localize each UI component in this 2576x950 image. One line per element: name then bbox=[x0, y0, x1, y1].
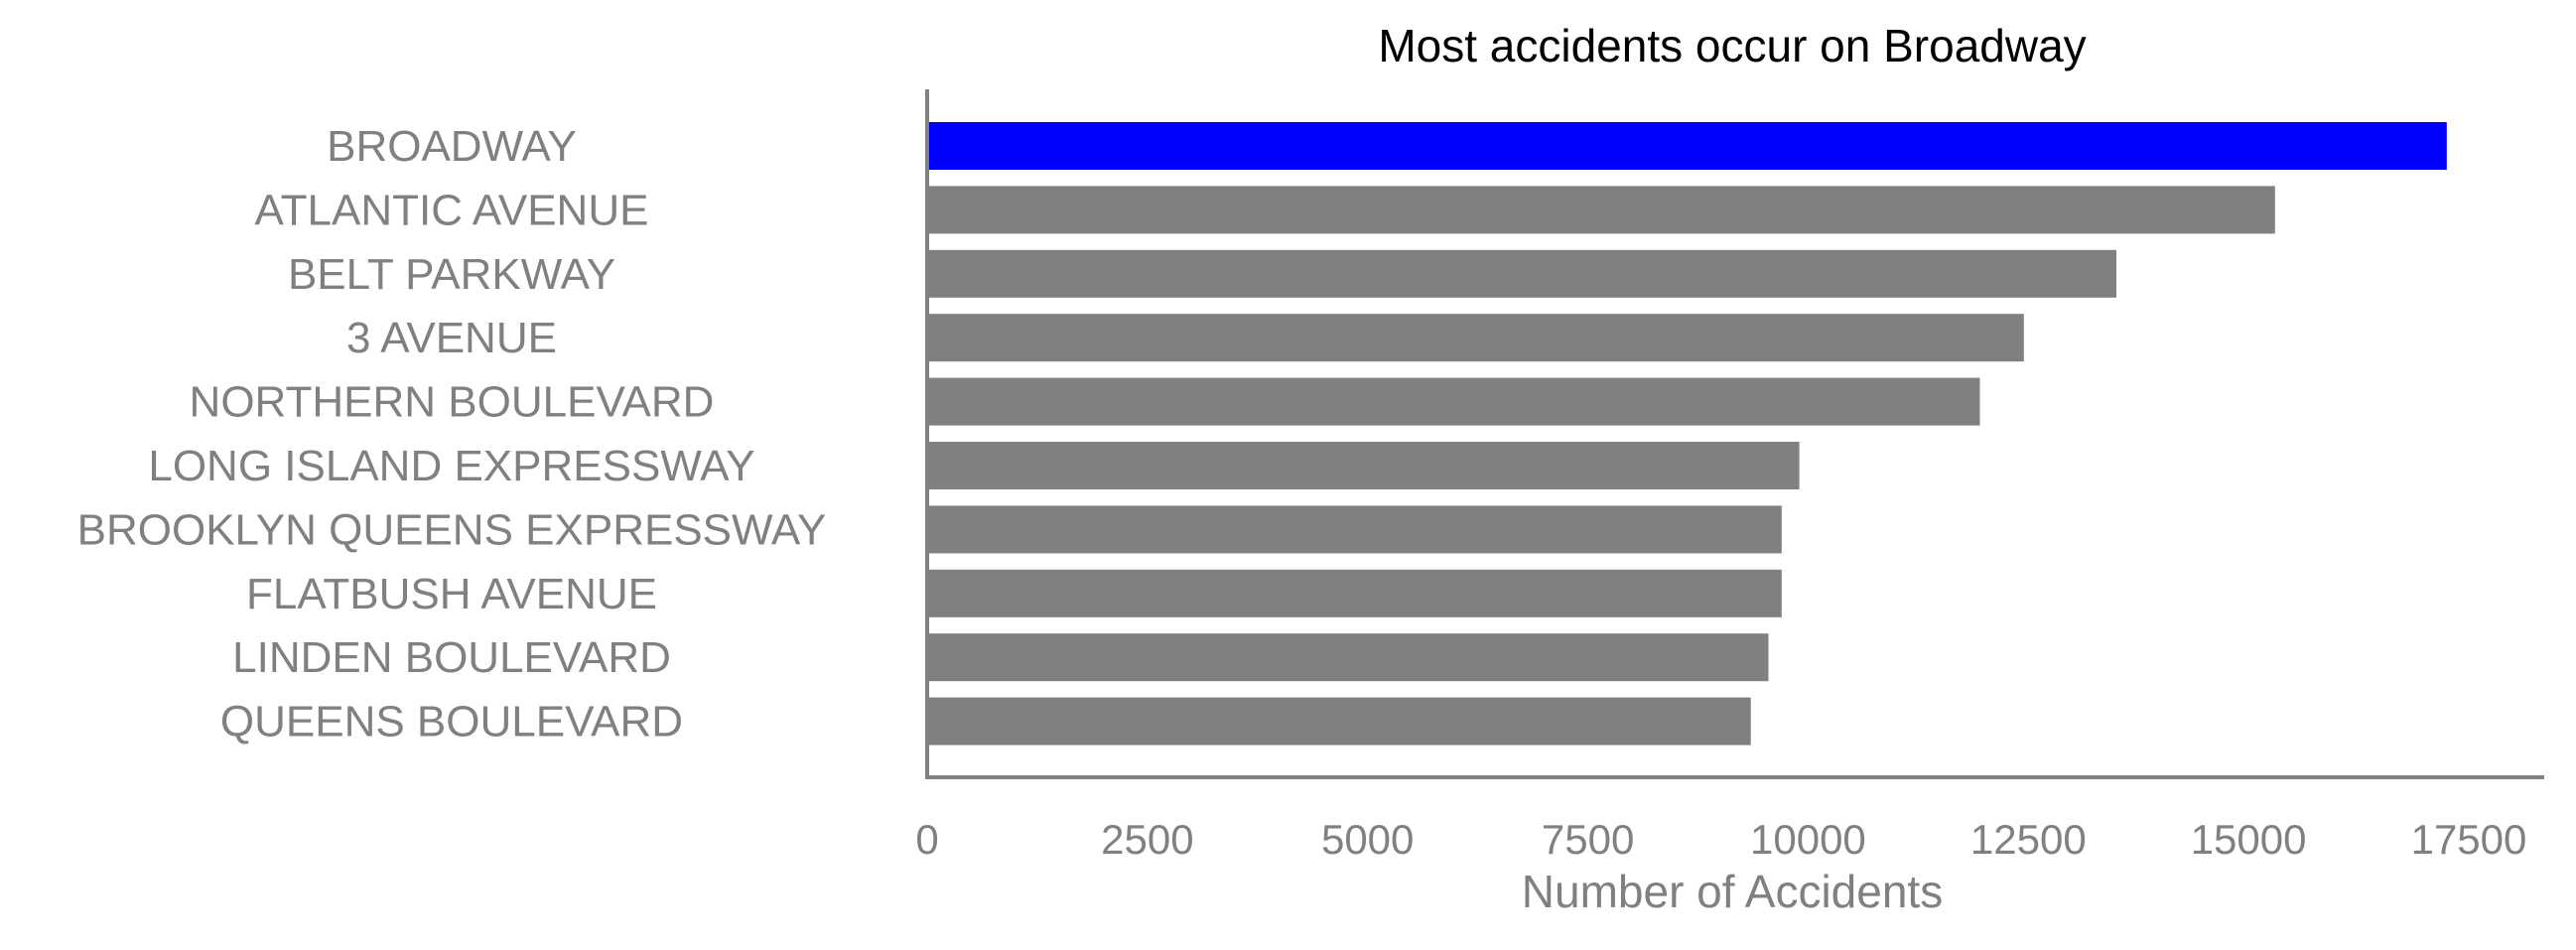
x-tick-labels: 0 2500 5000 7500 10000 12500 15000 17500 bbox=[915, 816, 2526, 863]
x-tick-label: 17500 bbox=[2411, 816, 2527, 863]
bars-group bbox=[927, 122, 2447, 746]
y-tick-label: FLATBUSH AVENUE bbox=[246, 570, 657, 618]
bar-flatbush-avenue bbox=[927, 569, 1782, 617]
bar-long-island-expressway bbox=[927, 442, 1800, 489]
x-tick-label: 0 bbox=[915, 816, 938, 863]
y-tick-label: LONG ISLAND EXPRESSWAY bbox=[148, 442, 754, 490]
bar-northern-boulevard bbox=[927, 377, 1980, 426]
bar-broadway bbox=[927, 122, 2447, 170]
x-tick-label: 12500 bbox=[1970, 816, 2087, 863]
chart-title: Most accidents occur on Broadway bbox=[1378, 20, 2086, 71]
y-tick-label: ATLANTIC AVENUE bbox=[255, 186, 649, 234]
y-tick-label: BELT PARKWAY bbox=[288, 250, 615, 299]
x-tick-label: 7500 bbox=[1542, 816, 1634, 863]
bar-belt-parkway bbox=[927, 249, 2116, 298]
y-tick-label: NORTHERN BOULEVARD bbox=[190, 378, 715, 427]
bar-queens-boulevard bbox=[927, 697, 1751, 746]
y-tick-label: LINDEN BOULEVARD bbox=[232, 633, 671, 682]
bar-atlantic-avenue bbox=[927, 186, 2275, 234]
x-tick-label: 5000 bbox=[1321, 816, 1414, 863]
bar-brooklyn-queens-expressway bbox=[927, 505, 1782, 554]
y-tick-label: BROADWAY bbox=[327, 122, 577, 171]
y-tick-label: 3 AVENUE bbox=[346, 314, 557, 362]
y-tick-labels: BROADWAY ATLANTIC AVENUE BELT PARKWAY 3 AVE… bbox=[77, 122, 827, 746]
x-tick-label: 2500 bbox=[1101, 816, 1193, 863]
y-tick-label: QUEENS BOULEVARD bbox=[220, 698, 683, 746]
bar-linden-boulevard bbox=[927, 633, 1769, 682]
y-tick-label: BROOKLYN QUEENS EXPRESSWAY bbox=[77, 505, 827, 554]
bar-3-avenue bbox=[927, 314, 2024, 362]
x-tick-label: 10000 bbox=[1750, 816, 1866, 863]
x-tick-label: 15000 bbox=[2191, 816, 2307, 863]
x-axis-label: Number of Accidents bbox=[1522, 866, 1943, 917]
